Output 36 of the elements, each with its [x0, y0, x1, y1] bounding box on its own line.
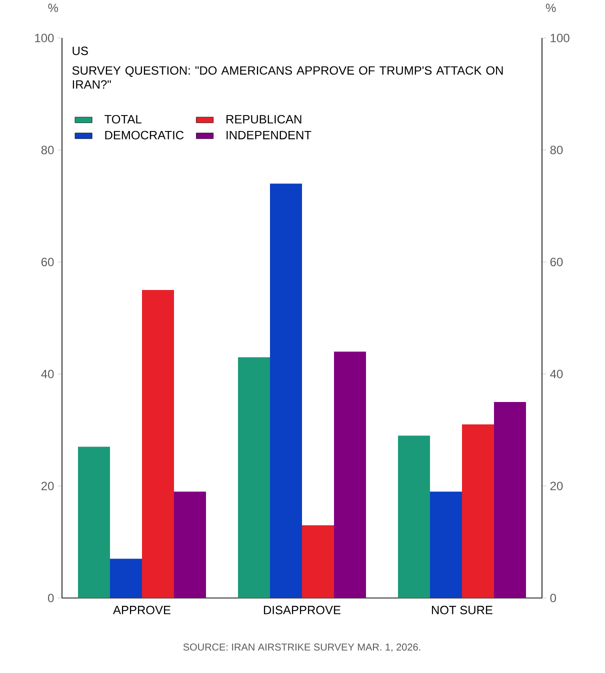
bar — [334, 352, 366, 598]
source-note: SOURCE: IRAN AIRSTRIKE SURVEY MAR. 1, 2026. — [183, 644, 420, 652]
y-tick-label: 40 — [41, 370, 54, 378]
legend-label: INDEPENDENT — [226, 130, 312, 140]
legend-label: DEMOCRATIC — [105, 130, 184, 140]
text: SURVEY QUESTION: "DO AMERICANS APPROVE OF TRUMP'S ATTACK ON IRAN?" — [72, 66, 503, 89]
bar — [430, 492, 462, 598]
legend-label: REPUBLICAN — [226, 115, 302, 124]
bar — [142, 290, 174, 598]
bar — [302, 525, 334, 598]
y2-axis-title: % — [546, 4, 556, 12]
x-tick-label: APPROVE — [113, 606, 170, 614]
y2-tick-label: 20 — [550, 482, 563, 490]
bar — [494, 402, 526, 598]
bar — [238, 357, 270, 598]
y-tick-label: 60 — [41, 258, 54, 266]
legend-label: TOTAL — [104, 115, 142, 124]
y-tick-label: 100 — [35, 34, 54, 42]
text: US — [72, 46, 88, 56]
x-tick-label: NOT SURE — [432, 606, 492, 614]
y-tick-label: 20 — [41, 482, 54, 490]
x-tick-label: DISAPPROVE — [264, 606, 340, 614]
bar — [462, 424, 494, 598]
y-tick-label: 0 — [48, 594, 54, 602]
bar — [270, 184, 302, 598]
y2-tick-label: 60 — [550, 258, 563, 266]
bar — [174, 492, 206, 598]
bar — [110, 558, 142, 598]
y2-tick-label: 0 — [550, 594, 556, 602]
bar — [78, 446, 110, 598]
y2-tick-label: 40 — [550, 370, 563, 378]
y2-tick-label: 80 — [550, 146, 563, 154]
bar — [398, 436, 430, 598]
y-axis-title: % — [48, 4, 58, 12]
y2-tick-label: 100 — [550, 34, 570, 42]
y-tick-label: 80 — [41, 146, 54, 154]
